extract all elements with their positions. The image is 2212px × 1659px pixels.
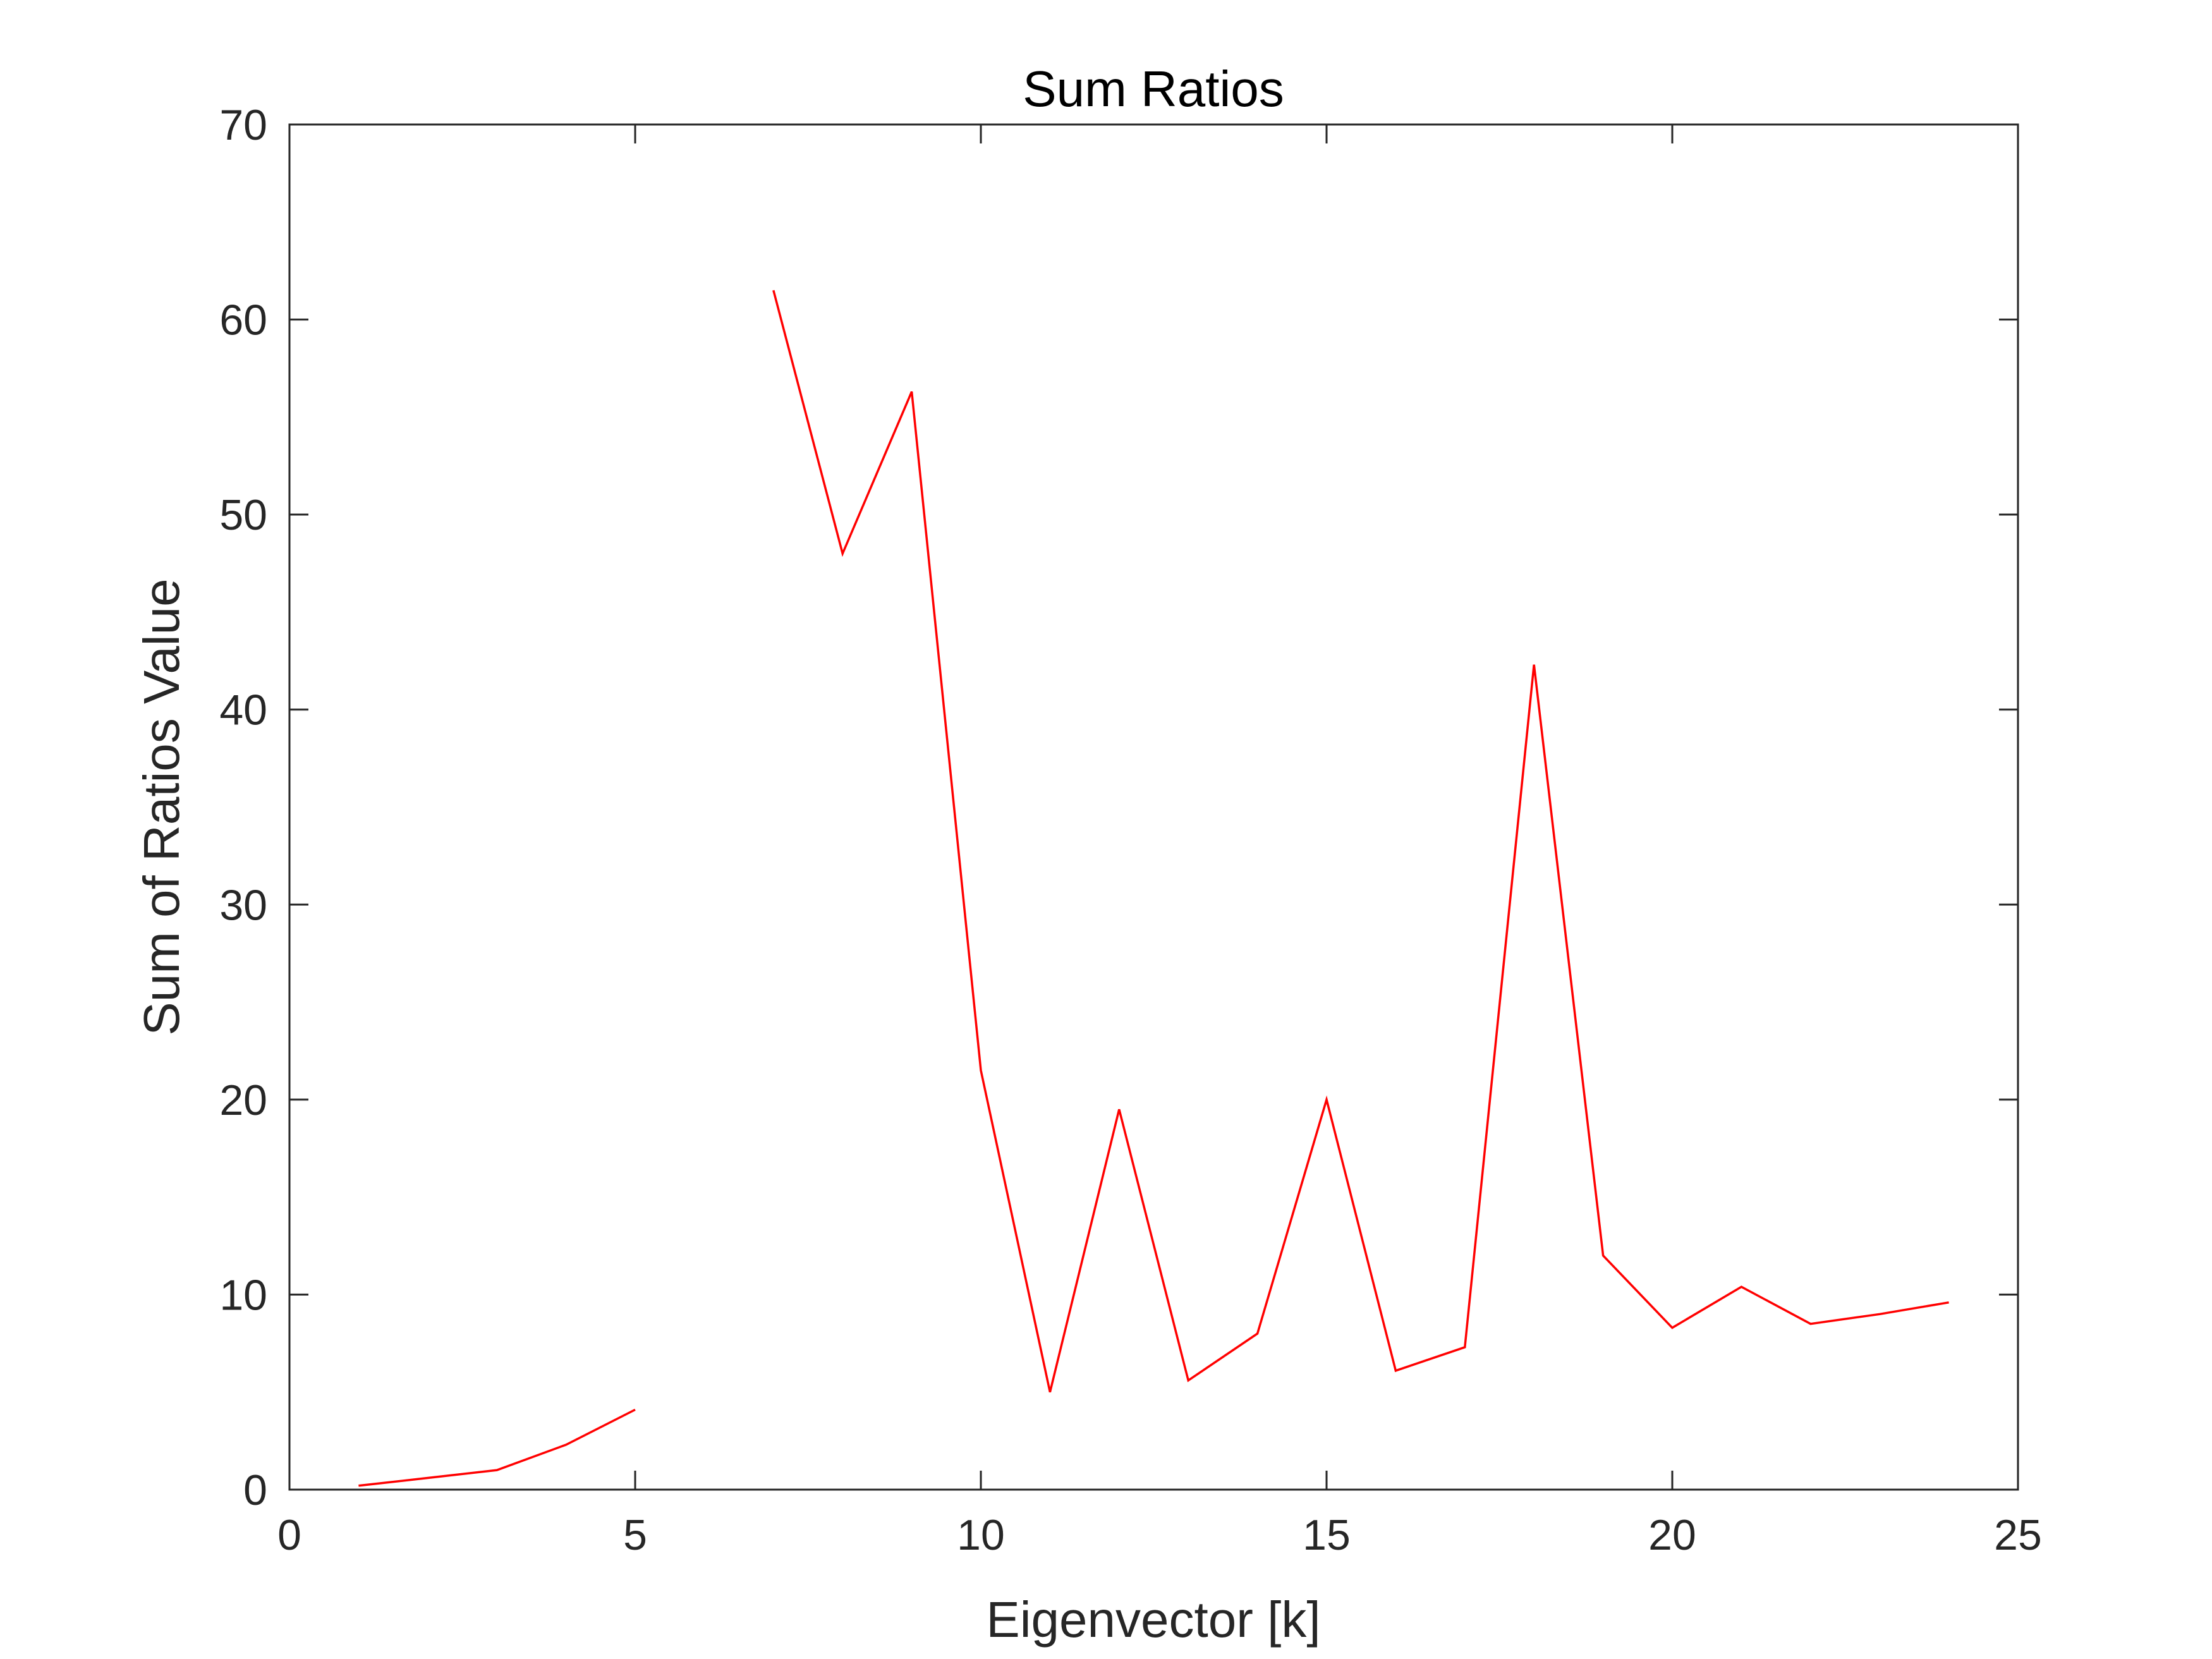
x-tick-label: 20	[1648, 1511, 1696, 1559]
y-tick-label: 50	[219, 491, 267, 539]
x-axis-label: Eigenvector [k]	[986, 1591, 1320, 1648]
x-tick-label: 10	[957, 1511, 1005, 1559]
series-line-segment	[358, 1408, 636, 1487]
y-tick-label: 60	[219, 296, 267, 344]
y-tick-label: 30	[219, 881, 267, 929]
plot-frame	[288, 123, 2019, 1491]
y-tick-label: 70	[219, 101, 267, 149]
x-tick-label: 5	[623, 1511, 647, 1559]
y-tick-label: 40	[219, 686, 267, 734]
y-tick-label: 0	[243, 1466, 267, 1514]
y-axis-label: Sum of Ratios Value	[133, 578, 190, 1035]
y-tick-label: 20	[219, 1076, 267, 1124]
series-line-segment	[772, 289, 1949, 1393]
x-tick-label: 25	[1994, 1511, 2042, 1559]
series-layer	[358, 289, 1949, 1487]
x-tick-label: 15	[1303, 1511, 1351, 1559]
x-axis: 0 5 10 15 20 25	[277, 125, 2042, 1559]
chart-title: Sum Ratios	[1023, 61, 1284, 117]
y-tick-label: 10	[219, 1271, 267, 1319]
x-tick-label: 0	[277, 1511, 301, 1559]
plot-background	[289, 125, 2018, 1490]
y-axis: 0 10 20 30 40 50 60 70	[219, 101, 2018, 1514]
